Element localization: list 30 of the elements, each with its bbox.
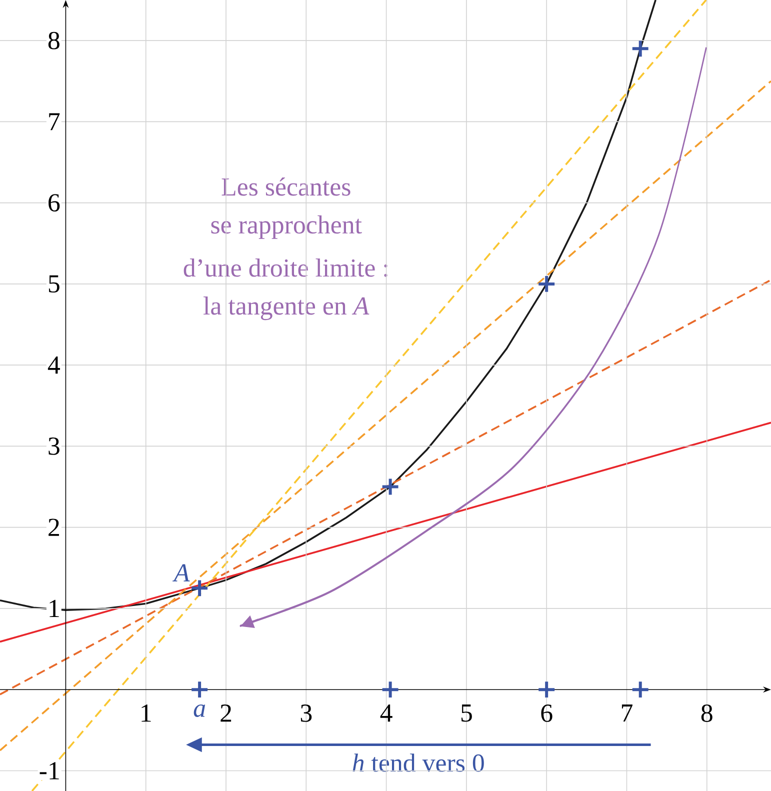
y-tick-label: 3 [48,437,60,455]
point [630,680,650,700]
y-tick-label: 6 [48,194,60,212]
x-tick-label: 6 [541,704,552,722]
x-tick-label: 5 [461,704,472,722]
point [537,680,556,700]
x-tick-label: 1 [142,704,151,722]
y-tick-label: 1 [50,600,59,618]
annotation: se rapprochent [211,215,362,239]
x-tick-label: 7 [622,704,632,722]
x-tick-label: a [194,704,206,717]
point [537,274,556,294]
point [190,578,210,598]
x-tick-label: 4 [380,704,392,722]
annotation: la tangente en A [204,296,370,320]
y-tick-label: -1 [40,762,59,780]
x-tick-label: 3 [300,704,312,722]
y-tick-label: 7 [49,113,60,130]
annotation: A [172,564,190,582]
point [380,477,400,496]
point [380,680,400,700]
point [190,680,210,700]
x-tick-label: 8 [701,704,712,722]
point [630,39,650,58]
y-tick-label: 8 [48,32,60,50]
y-tick-label: 2 [48,518,59,536]
y-tick-label: 5 [48,275,60,293]
x-tick-label: 2 [220,704,232,722]
y-tick-label: 4 [48,356,60,374]
annotation: Les sécantes [222,177,350,196]
